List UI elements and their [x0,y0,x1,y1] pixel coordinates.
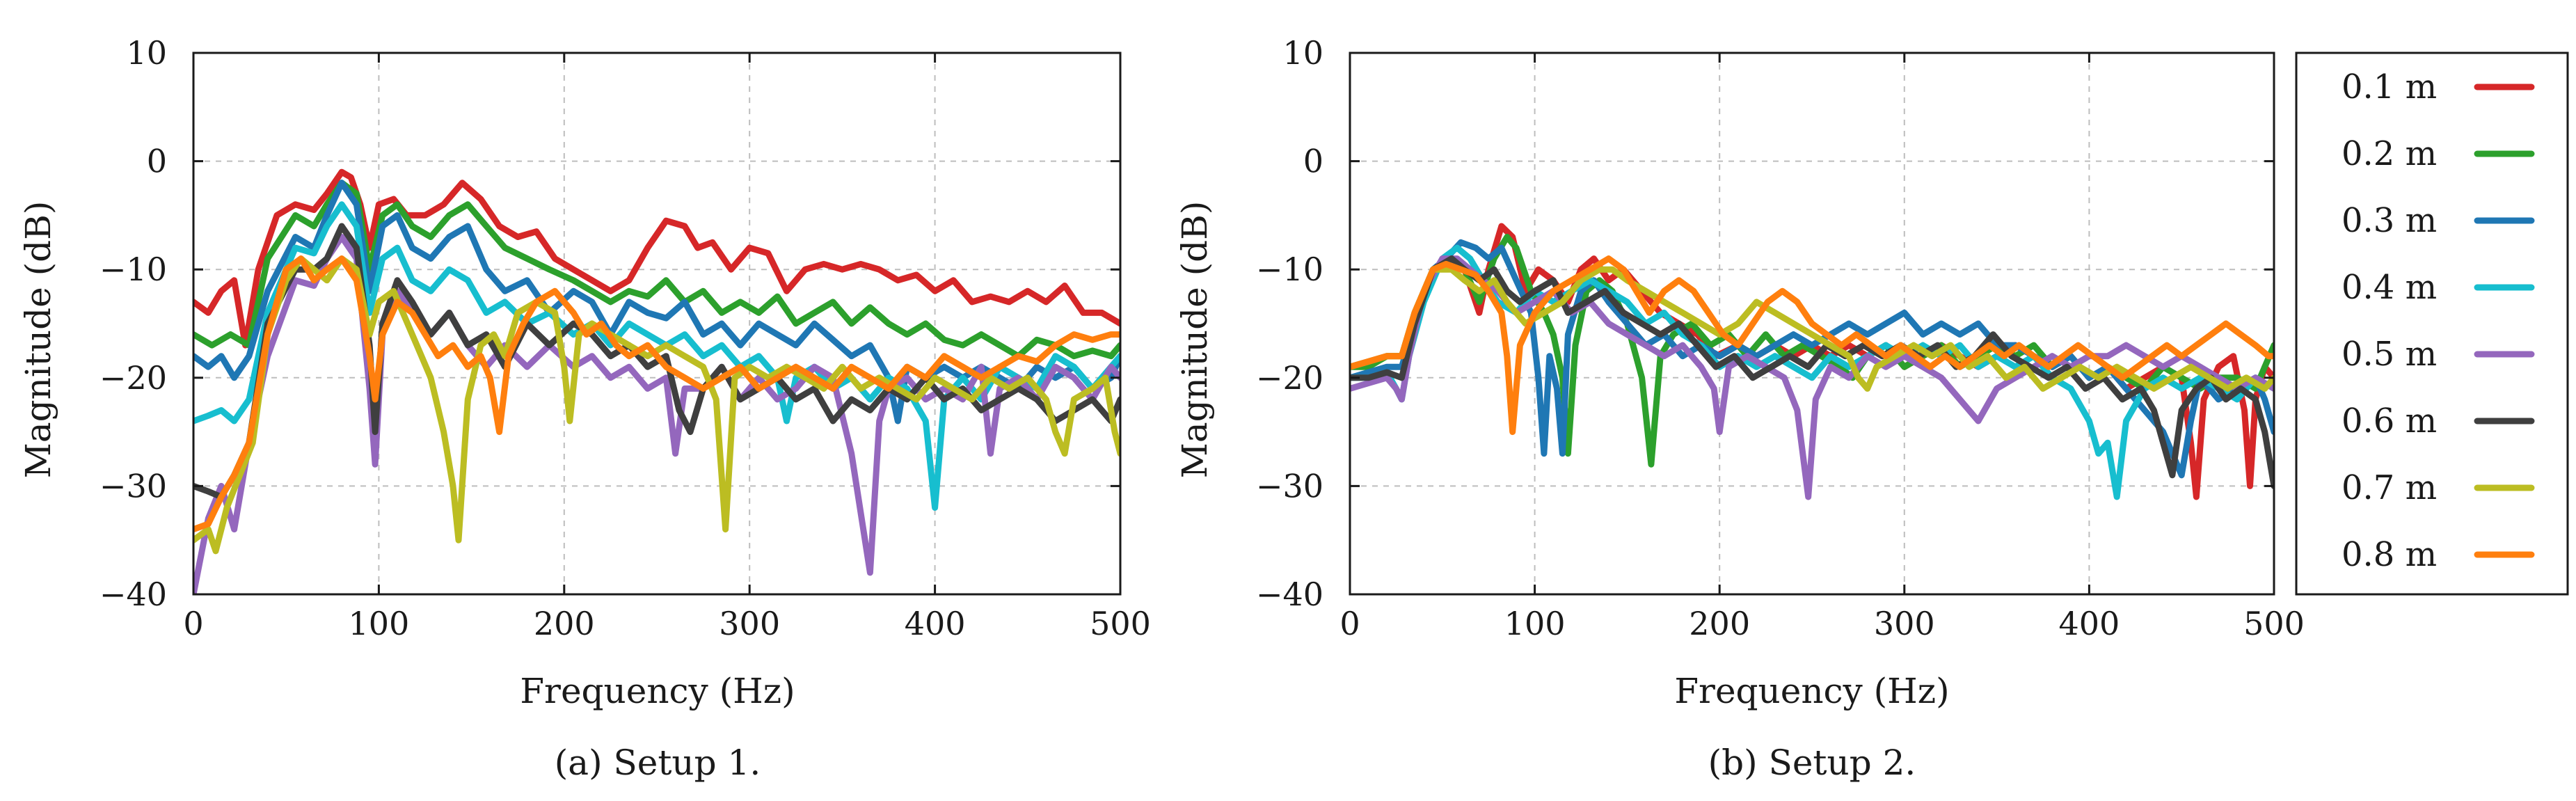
x-tick-label: 500 [1090,605,1151,642]
y-tick-label: −10 [100,251,167,288]
y-tick-label: 10 [1282,34,1323,72]
x-tick-label: 200 [1689,605,1750,642]
legend-label: 0.3 m [2342,201,2437,240]
y-axis-label: Magnitude (dB) [18,201,58,479]
y-tick-label: 10 [126,34,167,72]
x-tick-label: 0 [183,605,203,642]
series-line-0-7-m [1350,266,2274,392]
legend-label: 0.7 m [2342,468,2437,507]
panel-setup-2: Magnitude (dB) Frequency (Hz) (b) Setup … [1175,34,2305,783]
x-tick-label: 300 [719,605,780,642]
x-tick-label: 100 [348,605,409,642]
series-line-0-3-m [193,180,1120,425]
y-tick-label: −10 [1256,251,1323,288]
series-line-0-4-m [1350,244,2274,500]
series-line-0-8-m [193,255,1120,533]
series-line-0-6-m [193,223,1120,500]
subfigure-caption: (a) Setup 1. [555,743,761,783]
y-tick-label: −40 [100,576,167,613]
legend-label: 0.2 m [2342,134,2437,173]
x-tick-label: 400 [905,605,966,642]
series-line-0-1-m [193,168,1120,349]
legend-label: 0.8 m [2342,535,2437,574]
y-tick-label: −20 [100,359,167,397]
x-tick-label: 400 [2058,605,2120,642]
y-tick-label: −30 [1256,467,1323,505]
y-tick-label: −30 [100,467,167,505]
x-tick-label: 100 [1504,605,1566,642]
y-tick-label: 0 [1303,143,1323,180]
panel-setup-1: Magnitude (dB) Frequency (Hz) (a) Setup … [18,34,1151,783]
y-tick-label: −40 [1256,576,1323,613]
legend-label: 0.6 m [2342,402,2437,441]
y-tick-label: 0 [147,143,167,180]
y-tick-label: −20 [1256,359,1323,397]
y-axis-label: Magnitude (dB) [1175,201,1215,479]
x-tick-label: 200 [534,605,595,642]
series-line-0-8-m [1350,255,2274,436]
x-tick-label: 500 [2243,605,2305,642]
x-axis-label: Frequency (Hz) [1674,671,1949,711]
legend-label: 0.1 m [2342,68,2437,106]
x-tick-label: 300 [1874,605,1935,642]
x-tick-label: 0 [1339,605,1360,642]
legend-box [2295,51,2569,596]
subfigure-caption: (b) Setup 2. [1708,743,1916,783]
legend-label: 0.4 m [2342,268,2437,307]
plot-frame [192,51,1122,596]
legend: 0.1 m 0.2 m 0.3 m 0.4 m 0.5 m 0.6 m 0.7 m 0.8 m [2295,51,2569,596]
legend-label: 0.5 m [2342,335,2437,374]
x-axis-label: Frequency (Hz) [520,671,795,711]
plot-frame [1349,51,2275,596]
